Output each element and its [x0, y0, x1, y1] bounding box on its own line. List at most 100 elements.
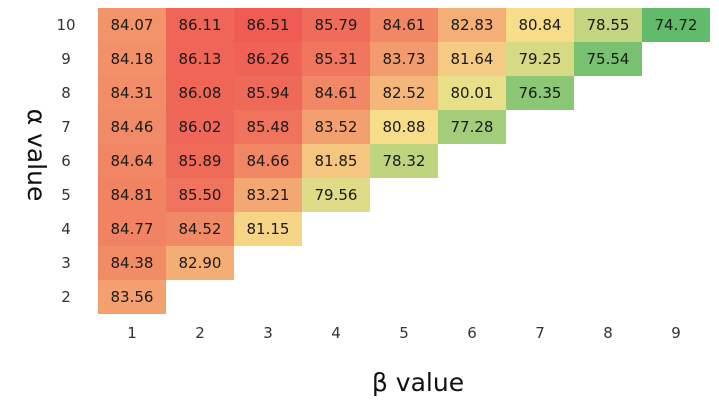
x-tick-label: 2: [195, 324, 205, 342]
cell-value-label: 82.90: [179, 254, 222, 272]
y-tick-label: 4: [61, 220, 71, 238]
heatmap-cell: [234, 8, 302, 42]
cell-value-label: 85.50: [179, 186, 222, 204]
y-axis-title: α value: [22, 109, 51, 202]
cell-value-label: 82.52: [383, 84, 426, 102]
cell-value-label: 86.11: [179, 16, 222, 34]
x-tick-label: 3: [263, 324, 273, 342]
cell-value-label: 85.31: [315, 50, 358, 68]
heatmap-cell: [166, 110, 234, 144]
y-tick-label: 8: [61, 84, 71, 102]
heatmap-cell: [506, 76, 574, 110]
x-tick-label: 7: [535, 324, 545, 342]
heatmap-cell: [438, 8, 506, 42]
heatmap-cell: [370, 76, 438, 110]
cell-value-label: 86.13: [179, 50, 222, 68]
heatmap-cell: [234, 110, 302, 144]
heatmap-cell: [166, 8, 234, 42]
cell-value-label: 80.88: [383, 118, 426, 136]
cell-value-label: 83.52: [315, 118, 358, 136]
x-tick-label: 8: [603, 324, 613, 342]
heatmap-cell: [302, 76, 370, 110]
heatmap-cell: [98, 42, 166, 76]
cell-value-label: 86.02: [179, 118, 222, 136]
heatmap-cell: [438, 42, 506, 76]
heatmap-cell: [166, 42, 234, 76]
cell-value-label: 77.28: [451, 118, 494, 136]
x-axis-ticks: 1 2 3 4 5 6 7 8 9: [127, 324, 681, 342]
x-tick-label: 9: [671, 324, 681, 342]
heatmap-cell: [506, 42, 574, 76]
y-tick-label: 10: [56, 16, 75, 34]
cell-value-label: 80.84: [519, 16, 562, 34]
heatmap-cell: [370, 110, 438, 144]
cell-value-label: 84.61: [315, 84, 358, 102]
cell-value-label: 74.72: [655, 16, 698, 34]
x-tick-label: 4: [331, 324, 341, 342]
cell-value-label: 84.46: [111, 118, 154, 136]
cell-value-label: 78.55: [587, 16, 630, 34]
cell-value-label: 83.56: [111, 288, 154, 306]
heatmap-cell: [98, 212, 166, 246]
heatmap-cell: [370, 42, 438, 76]
heatmap-cell: [438, 110, 506, 144]
heatmap-cell: [234, 144, 302, 178]
heatmap-cell: [642, 8, 710, 42]
heatmap-cell: [370, 144, 438, 178]
cell-value-label: 84.18: [111, 50, 154, 68]
heatmap-cell: [302, 144, 370, 178]
heatmap-cell: [302, 110, 370, 144]
cell-value-label: 81.15: [247, 220, 290, 238]
heatmap-cell: [302, 178, 370, 212]
cell-value-label: 85.79: [315, 16, 358, 34]
heatmap-cell: [234, 212, 302, 246]
cell-value-label: 84.07: [111, 16, 154, 34]
cell-value-label: 79.56: [315, 186, 358, 204]
cell-value-label: 86.26: [247, 50, 290, 68]
cell-value-label: 81.64: [451, 50, 494, 68]
cell-value-label: 84.64: [111, 152, 154, 170]
cell-value-label: 84.38: [111, 254, 154, 272]
y-tick-label: 5: [61, 186, 71, 204]
x-tick-label: 5: [399, 324, 409, 342]
cell-value-label: 84.52: [179, 220, 222, 238]
heatmap-cell: [302, 8, 370, 42]
cell-value-label: 80.01: [451, 84, 494, 102]
cell-value-label: 85.89: [179, 152, 222, 170]
heatmap-cell: [234, 42, 302, 76]
heatmap-cell: [98, 246, 166, 280]
heatmap-cell: [98, 110, 166, 144]
cell-value-label: 85.94: [247, 84, 290, 102]
heatmap-cell: [166, 178, 234, 212]
cell-value-label: 75.54: [587, 50, 630, 68]
cell-value-label: 76.35: [519, 84, 562, 102]
cell-value-label: 84.31: [111, 84, 154, 102]
heatmap-cell: [166, 144, 234, 178]
cell-value-label: 83.21: [247, 186, 290, 204]
cell-value-label: 84.61: [383, 16, 426, 34]
cell-value-label: 86.51: [247, 16, 290, 34]
heatmap-cell: [506, 8, 574, 42]
y-tick-label: 2: [61, 288, 71, 306]
cell-value-label: 78.32: [383, 152, 426, 170]
y-tick-label: 3: [61, 254, 71, 272]
heatmap-cell: [234, 178, 302, 212]
heatmap-cell: [166, 212, 234, 246]
cell-value-label: 84.77: [111, 220, 154, 238]
heatmap-cell: [438, 76, 506, 110]
heatmap-cell: [302, 42, 370, 76]
x-tick-label: 6: [467, 324, 477, 342]
y-axis-ticks: 10 9 8 7 6 5 4 3 2: [56, 16, 75, 306]
heatmap-cells: 84.07 86.11 86.51 85.79 84.61 82.83 80.84 78.55…: [98, 8, 710, 314]
y-tick-label: 9: [61, 50, 71, 68]
cell-value-label: 84.66: [247, 152, 290, 170]
cell-value-label: 83.73: [383, 50, 426, 68]
x-axis-title: β value: [372, 368, 464, 397]
heatmap-cell: [98, 76, 166, 110]
heatmap-cell: [98, 144, 166, 178]
cell-value-label: 82.83: [451, 16, 494, 34]
cell-value-label: 79.25: [519, 50, 562, 68]
cell-value-label: 86.08: [179, 84, 222, 102]
y-tick-label: 7: [61, 118, 71, 136]
